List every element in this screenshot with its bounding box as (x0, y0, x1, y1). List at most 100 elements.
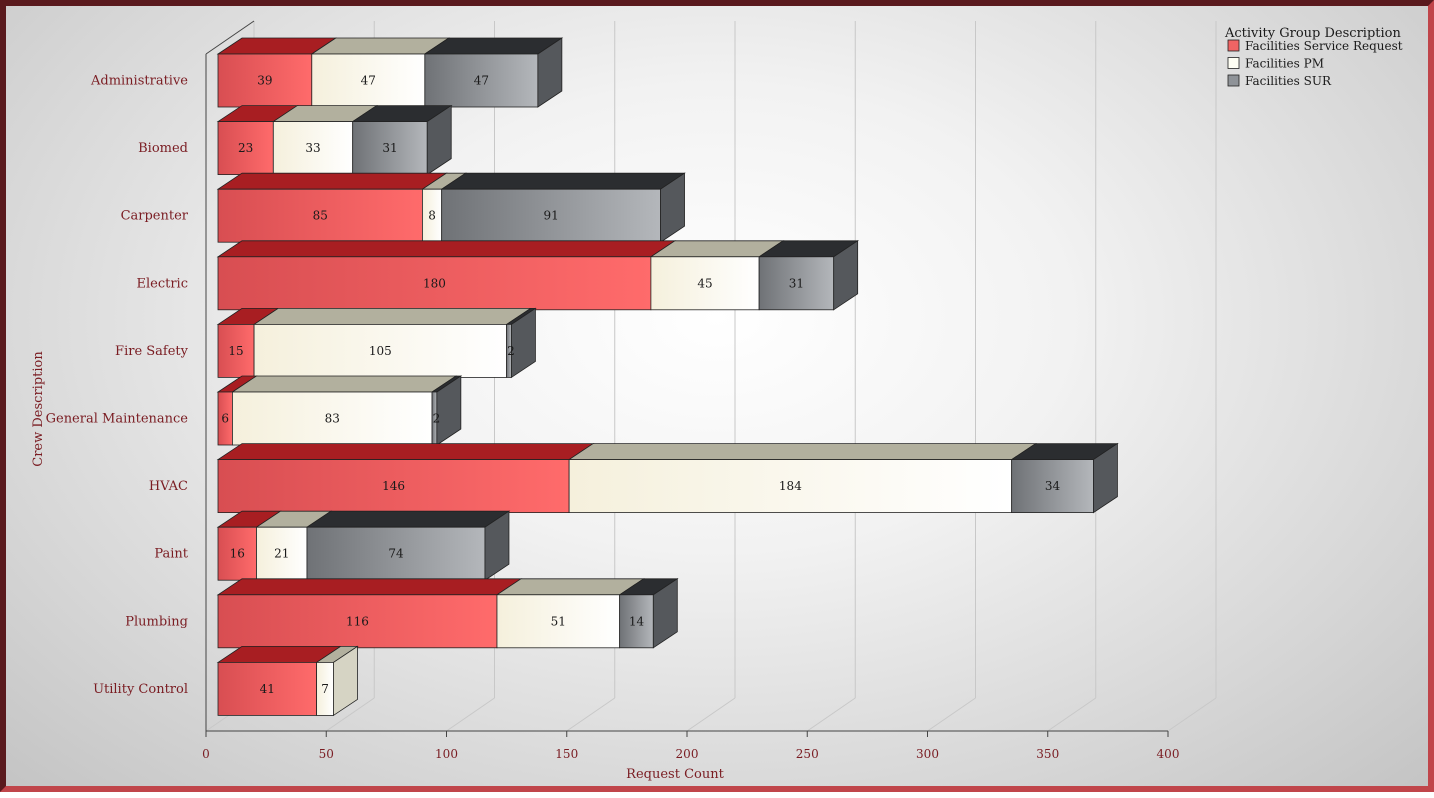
depth-axis-line (205, 20, 255, 55)
data-label: 8 (428, 209, 436, 223)
bar-segment (217, 594, 498, 649)
legend: Activity Group Description Facilities Se… (1224, 26, 1403, 88)
gridline (927, 697, 976, 732)
bar-top-face (252, 307, 532, 325)
data-label: 33 (305, 141, 320, 155)
gridline (806, 697, 856, 732)
bar-segment (568, 459, 1013, 514)
y-tick-label: Electric (137, 276, 189, 291)
bar-segment (424, 53, 539, 108)
x-tick-label: 250 (796, 747, 819, 761)
data-label: 15 (228, 344, 243, 358)
data-label: 6 (221, 412, 229, 426)
axis-layer: Request Count Crew Description 0 50 100 150… (31, 20, 1180, 782)
data-label: 2 (507, 344, 515, 358)
gridline (686, 697, 736, 732)
bar-segment (1011, 459, 1094, 514)
bar-top-face (216, 578, 523, 596)
gridline (566, 697, 616, 732)
bar-side-face (652, 578, 678, 649)
data-label: 180 (423, 276, 446, 290)
y-tick-label: Biomed (138, 141, 188, 156)
x-tick-label: 100 (435, 747, 458, 761)
bar-top-face (216, 172, 448, 190)
x-tick-label: 400 (1157, 747, 1180, 761)
chart-canvas: 39 47 47 23 33 31 85 8 91 180 45 31 15 105 2 6 83 2 146 184… (31, 20, 1403, 782)
bar-segment (272, 121, 354, 175)
data-label: 41 (260, 682, 275, 696)
legend-swatch (1227, 74, 1240, 87)
data-label: 21 (274, 547, 289, 561)
bar-top-face (567, 443, 1037, 461)
bar-segment (217, 526, 257, 581)
bar-side-face (1093, 442, 1118, 514)
bar-segment (352, 121, 428, 175)
data-label: 51 (551, 614, 566, 628)
data-label: 31 (382, 141, 397, 155)
bar-side-face (833, 240, 859, 311)
data-label: 16 (230, 547, 245, 561)
data-label: 45 (697, 276, 712, 290)
gridline (1167, 697, 1217, 732)
bar-side-face (333, 645, 358, 717)
bar-top-face (216, 240, 677, 258)
bar-side-face (436, 375, 462, 446)
gridline (325, 697, 375, 732)
y-tick-label: Paint (154, 547, 188, 562)
bar-segment (217, 188, 423, 243)
bar-segment (306, 526, 486, 581)
bar-side-face (660, 172, 685, 243)
gridline (1047, 697, 1097, 732)
x-tick-label: 350 (1036, 747, 1059, 761)
data-label: 47 (474, 74, 489, 88)
data-label: 47 (361, 74, 376, 88)
legend-title: Activity Group Description (1224, 26, 1401, 41)
y-tick-label: Administrative (90, 74, 188, 89)
gridline (446, 697, 495, 732)
data-label: 23 (238, 141, 253, 155)
bar-segment (217, 121, 274, 175)
bar-top-face (495, 578, 645, 596)
bar-top-face (440, 172, 686, 190)
bar-side-face (426, 104, 452, 176)
x-tick-label: 0 (202, 747, 210, 761)
bar-side-face (484, 510, 510, 581)
y-tick-label: Utility Control (93, 682, 188, 697)
data-label: 39 (257, 74, 272, 88)
x-tick-label: 50 (319, 747, 334, 761)
data-label: 184 (779, 479, 802, 493)
bar-segment (256, 526, 308, 581)
y-tick-label: HVAC (149, 479, 188, 494)
bar-top-face (305, 510, 511, 528)
bar-segment (217, 662, 318, 716)
bar-side-face (511, 307, 536, 379)
bar-segment (441, 188, 661, 243)
data-label: 31 (789, 276, 804, 290)
bar-segment (619, 594, 654, 649)
data-label: 74 (388, 547, 404, 561)
bar-segment (496, 594, 621, 649)
data-label: 146 (382, 479, 405, 493)
y-tick-label: Fire Safety (115, 344, 189, 359)
y-tick-label: General Maintenance (46, 412, 189, 427)
bar-segment (217, 256, 652, 311)
legend-swatch (1227, 39, 1240, 52)
legend-label: Facilities PM (1245, 57, 1324, 71)
bar-segment (253, 323, 507, 378)
bar-side-face (537, 37, 563, 108)
data-label: 7 (321, 682, 329, 696)
x-tick-label: 300 (916, 747, 939, 761)
data-label: 2 (433, 412, 441, 426)
bar-segment (232, 391, 433, 446)
data-label: 85 (313, 209, 328, 223)
legend-swatch (1227, 57, 1240, 69)
data-label: 105 (369, 344, 392, 358)
y-tick-label: Carpenter (121, 209, 189, 224)
bar-segment (217, 323, 255, 378)
bar-top-face (216, 443, 595, 461)
data-label: 91 (543, 209, 558, 223)
data-label: 116 (346, 614, 369, 628)
data-label: 14 (629, 614, 645, 628)
x-tick-label: 150 (555, 747, 578, 761)
